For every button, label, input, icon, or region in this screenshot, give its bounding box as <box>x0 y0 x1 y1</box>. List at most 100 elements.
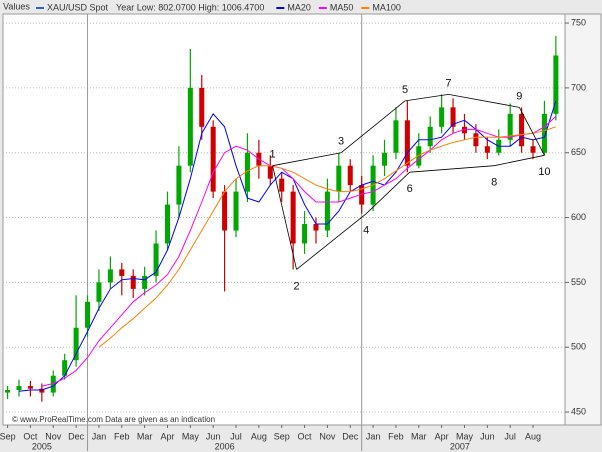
annotation-label: 7 <box>445 77 451 89</box>
x-tick-label: Nov <box>319 431 336 441</box>
y-tick-label: 650 <box>571 147 586 157</box>
legend-label: MA100 <box>372 2 401 12</box>
y-tick-label: 600 <box>571 212 586 222</box>
annotation-label: 1 <box>270 149 276 161</box>
x-tick-label: Jul <box>504 431 516 441</box>
panel-label: Values <box>3 1 30 11</box>
candle-body <box>210 126 216 192</box>
x-tick-label: Feb <box>388 431 404 441</box>
channel-line <box>494 154 545 167</box>
candle-body <box>5 389 11 393</box>
x-tick-label: May <box>456 431 474 441</box>
annotation-label: 2 <box>294 280 300 292</box>
candle-body <box>302 224 308 244</box>
x-tick-label: Jan <box>92 431 107 441</box>
candle-body <box>347 165 353 186</box>
year-label: 2006 <box>215 441 235 451</box>
x-tick-label: Aug <box>525 431 541 441</box>
candle-body <box>336 165 342 192</box>
candle-body <box>267 165 273 179</box>
candle-body <box>416 146 422 166</box>
x-tick-label: Nov <box>45 431 62 441</box>
legend-label: MA50 <box>330 2 354 12</box>
y-tick-label: 700 <box>571 82 586 92</box>
candle-body <box>39 388 45 393</box>
candle-body <box>153 243 159 276</box>
channel-line <box>340 100 406 154</box>
legend-label: MA20 <box>287 2 311 12</box>
annotation-label: 4 <box>363 225 369 237</box>
annotation-label: 8 <box>491 177 497 189</box>
x-tick-label: Dec <box>68 431 85 441</box>
ma-line <box>18 100 557 392</box>
candle-body <box>16 386 22 390</box>
annotation-label: 3 <box>338 136 344 148</box>
candle-body <box>382 152 388 166</box>
channel-line <box>272 152 342 167</box>
legend-label: XAU/USD Spot <box>47 2 109 12</box>
candle-body <box>73 327 79 361</box>
candle-body <box>473 133 479 147</box>
candle-body <box>164 204 171 244</box>
plot-area <box>2 13 566 426</box>
channel-line <box>272 165 297 270</box>
channel-line <box>405 93 449 102</box>
candle-body <box>324 191 330 231</box>
y-axis-area <box>564 13 602 426</box>
channel-line <box>518 107 545 156</box>
candle-body <box>27 386 33 389</box>
x-tick-label: Jul <box>230 431 242 441</box>
candle-body <box>439 107 445 127</box>
channel-line <box>409 165 495 173</box>
x-tick-label: Aug <box>251 431 267 441</box>
x-tick-label: Sep <box>0 431 16 441</box>
year-label: 2005 <box>32 441 52 451</box>
annotation-label: 5 <box>402 84 408 96</box>
y-tick-label: 750 <box>571 17 586 27</box>
candle-body <box>176 165 182 205</box>
candle-body <box>359 185 365 205</box>
channel-line <box>365 171 410 214</box>
candle-body <box>279 178 285 192</box>
y-tick-label: 450 <box>571 406 586 416</box>
x-tick-label: Sep <box>274 431 290 441</box>
annotation-label: 6 <box>407 183 413 195</box>
candle-body <box>96 282 102 302</box>
candle-body <box>233 191 239 231</box>
candle-body <box>541 113 547 153</box>
candle-body <box>199 87 205 127</box>
x-tick-label: Feb <box>114 431 130 441</box>
candle-body <box>484 146 490 153</box>
candle-body <box>450 107 456 127</box>
candle-body <box>290 191 296 244</box>
candle-body <box>62 360 68 376</box>
y-tick-label: 550 <box>571 277 586 287</box>
candle-body <box>142 275 148 289</box>
candle-body <box>85 301 91 328</box>
candle-body <box>507 113 513 140</box>
y-tick-label: 500 <box>571 342 586 352</box>
candle-body <box>427 126 433 147</box>
x-tick-label: Mar <box>411 431 427 441</box>
x-tick-label: Oct <box>298 431 313 441</box>
channel-line <box>448 93 520 108</box>
candle-body <box>461 126 467 134</box>
candle-body <box>244 152 250 192</box>
candle-body <box>222 191 228 231</box>
annotation-label: 9 <box>516 90 522 102</box>
candle-body <box>313 224 319 231</box>
x-tick-label: Mar <box>137 431 153 441</box>
candle-body <box>130 275 136 289</box>
ma-line <box>98 126 557 348</box>
x-tick-label: Jun <box>480 431 495 441</box>
x-tick-label: Apr <box>435 431 449 441</box>
annotation-label: 10 <box>538 166 550 178</box>
candle-body <box>530 146 536 153</box>
channel-line <box>296 213 367 270</box>
x-tick-label: Jun <box>206 431 221 441</box>
candle-body <box>107 269 113 283</box>
ma-line <box>41 116 557 387</box>
candle-body <box>519 113 525 147</box>
